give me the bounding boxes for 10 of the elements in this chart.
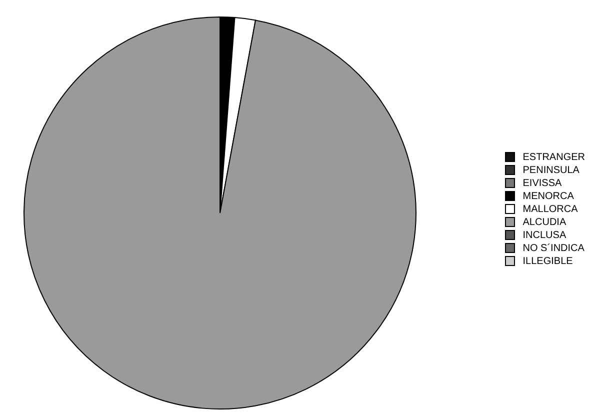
legend-label: ILLEGIBLE — [522, 256, 573, 266]
legend-label: PENINSULA — [522, 164, 580, 176]
legend-label: ESTRANGER — [522, 152, 585, 162]
legend-label: MENORCA — [522, 190, 574, 202]
pie-slice — [24, 16, 416, 410]
legend-label: ALCUDIA — [522, 216, 566, 228]
legend-label: NO S´INDICA — [522, 242, 584, 254]
legend-label: EIVISSA — [522, 178, 562, 188]
legend-label: MALLORCA — [522, 204, 578, 214]
legend-label: INCLUSA — [522, 230, 566, 240]
